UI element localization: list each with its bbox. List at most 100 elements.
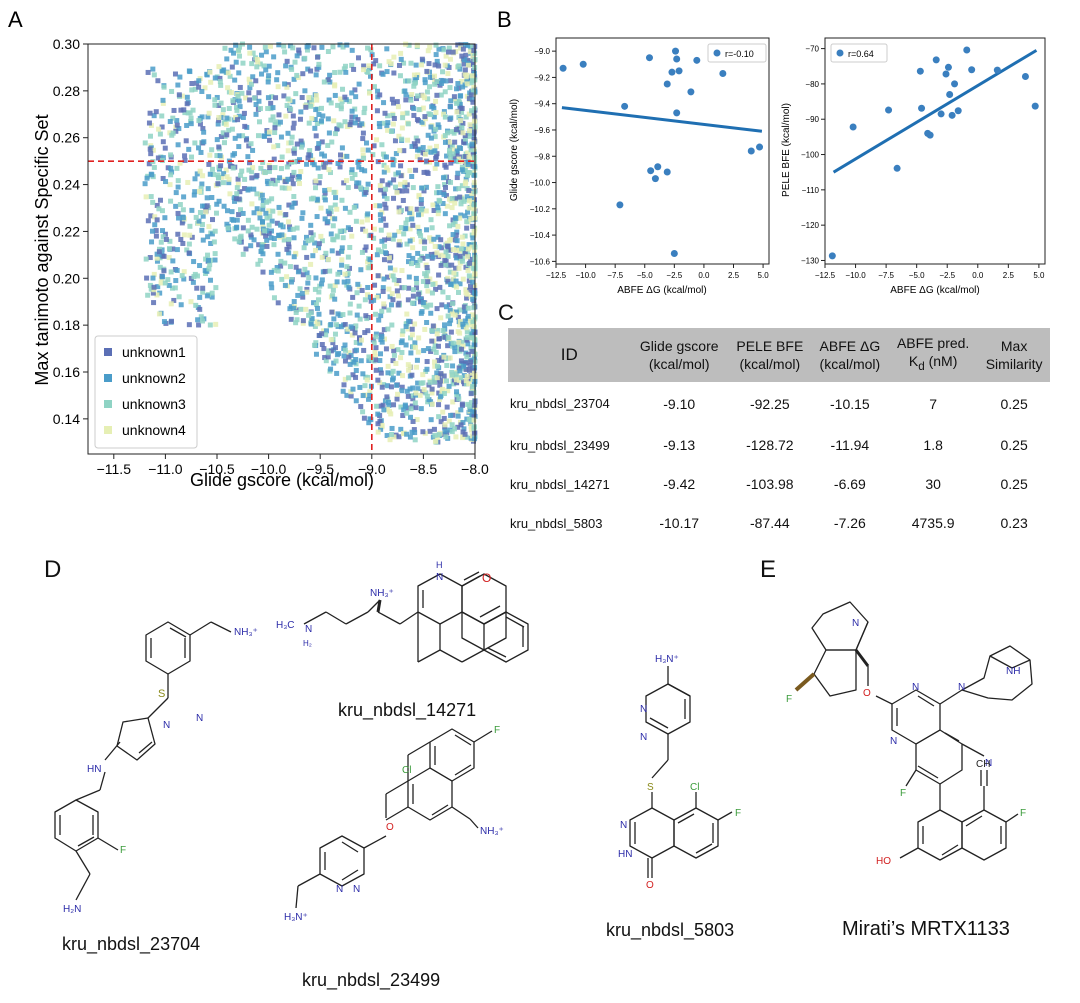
data-point	[287, 224, 293, 230]
data-point	[408, 406, 414, 412]
data-point	[160, 139, 166, 145]
data-point	[269, 196, 275, 202]
data-point	[207, 171, 213, 177]
cell-abfe: -10.15	[830, 395, 870, 412]
data-point	[375, 88, 381, 94]
data-point	[410, 245, 416, 251]
data-point	[261, 133, 267, 139]
data-point	[471, 324, 477, 330]
data-point	[426, 61, 432, 67]
data-point	[358, 185, 364, 191]
data-point	[415, 138, 421, 144]
data-point	[214, 153, 220, 159]
data-point	[271, 144, 277, 150]
svg-text:CH: CH	[976, 759, 990, 770]
data-point	[339, 245, 345, 251]
data-point	[450, 399, 456, 405]
data-point	[433, 98, 439, 104]
data-point	[446, 383, 452, 389]
data-point	[423, 184, 429, 190]
data-point	[249, 201, 255, 207]
data-point	[429, 338, 435, 344]
data-point	[377, 203, 383, 209]
data-point	[409, 332, 415, 338]
data-point	[462, 318, 468, 324]
data-point	[386, 235, 392, 241]
data-point	[361, 110, 367, 116]
data-point	[398, 50, 404, 56]
data-point	[367, 90, 373, 96]
data-point	[302, 55, 308, 61]
data-point	[354, 312, 360, 318]
data-point	[251, 186, 257, 192]
data-point	[325, 142, 331, 148]
data-point	[381, 100, 387, 106]
data-point	[467, 403, 473, 409]
data-point	[233, 195, 239, 201]
data-point	[450, 247, 456, 253]
data-point	[404, 388, 410, 394]
data-point	[963, 46, 971, 54]
data-point	[406, 42, 412, 48]
data-point	[176, 294, 182, 300]
data-point	[316, 289, 322, 295]
cell-pele: -103.98	[746, 476, 794, 493]
data-point	[199, 114, 205, 120]
data-point	[442, 162, 448, 168]
data-point	[330, 293, 336, 299]
data-point	[155, 155, 161, 161]
data-point	[438, 419, 444, 425]
data-point	[323, 332, 329, 338]
data-point	[187, 110, 193, 116]
data-point	[322, 254, 328, 260]
data-point	[335, 271, 341, 277]
data-point	[240, 210, 246, 216]
data-point	[142, 181, 148, 187]
data-point	[216, 144, 222, 150]
data-point	[382, 336, 388, 342]
data-point	[221, 203, 227, 209]
data-point	[326, 130, 332, 136]
data-point	[426, 382, 432, 388]
data-point	[450, 301, 456, 307]
data-point	[321, 79, 327, 85]
data-point	[189, 207, 195, 213]
data-point	[327, 283, 333, 289]
data-point	[470, 319, 476, 325]
data-point	[201, 129, 207, 135]
caption-23499: kru_nbdsl_23499	[302, 970, 441, 990]
data-point	[438, 315, 444, 321]
data-point	[651, 175, 659, 183]
data-point	[191, 192, 197, 198]
data-point	[447, 321, 453, 327]
data-point	[366, 63, 372, 69]
data-point	[367, 392, 373, 398]
data-point	[341, 279, 347, 285]
data-point	[269, 94, 275, 100]
data-point	[349, 233, 355, 239]
panel-b-right-x-label: ABFE ΔG (kcal/mol)	[890, 285, 979, 296]
data-point	[286, 219, 292, 225]
data-point	[233, 42, 239, 48]
data-point	[432, 134, 438, 140]
data-point	[432, 165, 438, 171]
data-point	[443, 434, 449, 440]
data-point	[428, 124, 434, 130]
data-point	[463, 264, 469, 270]
data-point	[403, 97, 409, 103]
data-point	[156, 126, 162, 132]
data-point	[375, 429, 381, 435]
cell-similarity: 0.23	[1000, 515, 1028, 532]
data-point	[149, 239, 155, 245]
panel-b-right-legend: r=0.64	[830, 43, 888, 63]
data-point	[145, 218, 151, 224]
data-point	[176, 92, 182, 98]
data-point	[179, 220, 185, 226]
data-point	[379, 142, 385, 148]
data-point	[391, 195, 397, 201]
data-point	[425, 48, 431, 54]
x-tick-label: −2.5	[939, 271, 955, 280]
data-point	[192, 140, 198, 146]
data-point	[445, 334, 451, 340]
data-point	[276, 204, 282, 210]
